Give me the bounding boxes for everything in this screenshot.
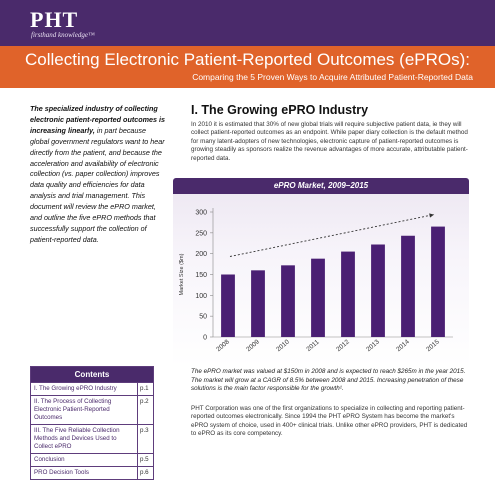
toc-item-title[interactable]: II. The Process of Collecting Electronic… [34,398,112,421]
y-tick-label: 100 [195,293,207,300]
toc-row[interactable]: Conclusion p.5 [31,453,153,466]
toc-row[interactable]: II. The Process of Collecting Electronic… [31,395,153,424]
toc-item-page: p.2 [137,396,153,424]
y-tick-label: 0 [203,335,207,342]
intro-paragraph: The specialized industry of collecting e… [30,104,165,246]
market-bar-chart: 0 50 100 150 200 250 300 Market Size ($m) 2008 20… [179,208,453,353]
y-tick-label: 50 [199,314,207,321]
toc-item-title[interactable]: Conclusion [34,456,65,463]
y-tick-label: 250 [195,230,207,237]
x-tick-label: 2014 [395,338,411,353]
toc-item-page: p.3 [137,425,153,453]
toc-item-page: p.6 [137,467,153,479]
document-title: Collecting Electronic Patient-Reported O… [24,50,470,69]
bar [221,274,235,337]
closing-paragraph: PHT Corporation was one of the first org… [191,405,468,438]
intro-rest: in part because global government regula… [30,125,165,244]
x-tick-label: 2009 [245,338,261,353]
document-subtitle: Comparing the 5 Proven Ways to Acquire A… [192,72,473,82]
bar [431,226,445,337]
pht-logo: PHT [30,7,79,32]
bar [311,258,325,337]
toc-item-page: p.5 [137,454,153,466]
trend-line [229,214,435,257]
bar [401,235,415,337]
header-bar: PHT firsthand knowledge™ [0,0,495,46]
y-tick-label: 150 [195,272,207,279]
intro-lead: The specialized industry of collecting e… [30,104,165,135]
x-tick-label: 2015 [425,338,441,353]
toc-item-title[interactable]: PRO Decision Tools [34,469,89,476]
logo-tagline: firsthand knowledge™ [31,31,95,39]
chart-title: ePRO Market, 2009–2015 [273,181,369,190]
y-tick-label: 200 [195,251,207,258]
bar [341,251,355,337]
trend-arrowhead [429,213,434,218]
toc-row[interactable]: PRO Decision Tools p.6 [31,466,153,479]
bar [281,265,295,337]
bar [371,244,385,337]
y-tick-label: 300 [195,210,207,217]
y-axis-label: Market Size ($m) [179,253,185,295]
section-heading: I. The Growing ePRO Industry [191,103,369,117]
toc-row[interactable]: I. The Growing ePRO Industry p.1 [31,382,153,395]
toc-item-page: p.1 [137,383,153,395]
chart-caption: The ePRO market was valued at $150m in 2… [191,368,466,392]
bar [251,270,265,337]
x-tick-label: 2008 [215,338,231,353]
title-banner: Collecting Electronic Patient-Reported O… [0,46,495,88]
x-tick-label: 2013 [365,338,381,353]
toc-item-title[interactable]: I. The Growing ePRO Industry [34,385,117,392]
chart-header: ePRO Market, 2009–2015 [173,178,469,194]
contents-box: Contents I. The Growing ePRO Industry p.… [30,366,154,480]
x-tick-label: 2012 [335,338,351,353]
x-tick-label: 2010 [275,338,291,353]
contents-title: Contents [31,367,153,382]
section-body: In 2010 it is estimated that 30% of new … [191,121,468,162]
x-tick-label: 2011 [305,338,321,353]
toc-row[interactable]: III. The Five Reliable Collection Method… [31,424,153,453]
toc-item-title[interactable]: III. The Five Reliable Collection Method… [34,427,120,450]
